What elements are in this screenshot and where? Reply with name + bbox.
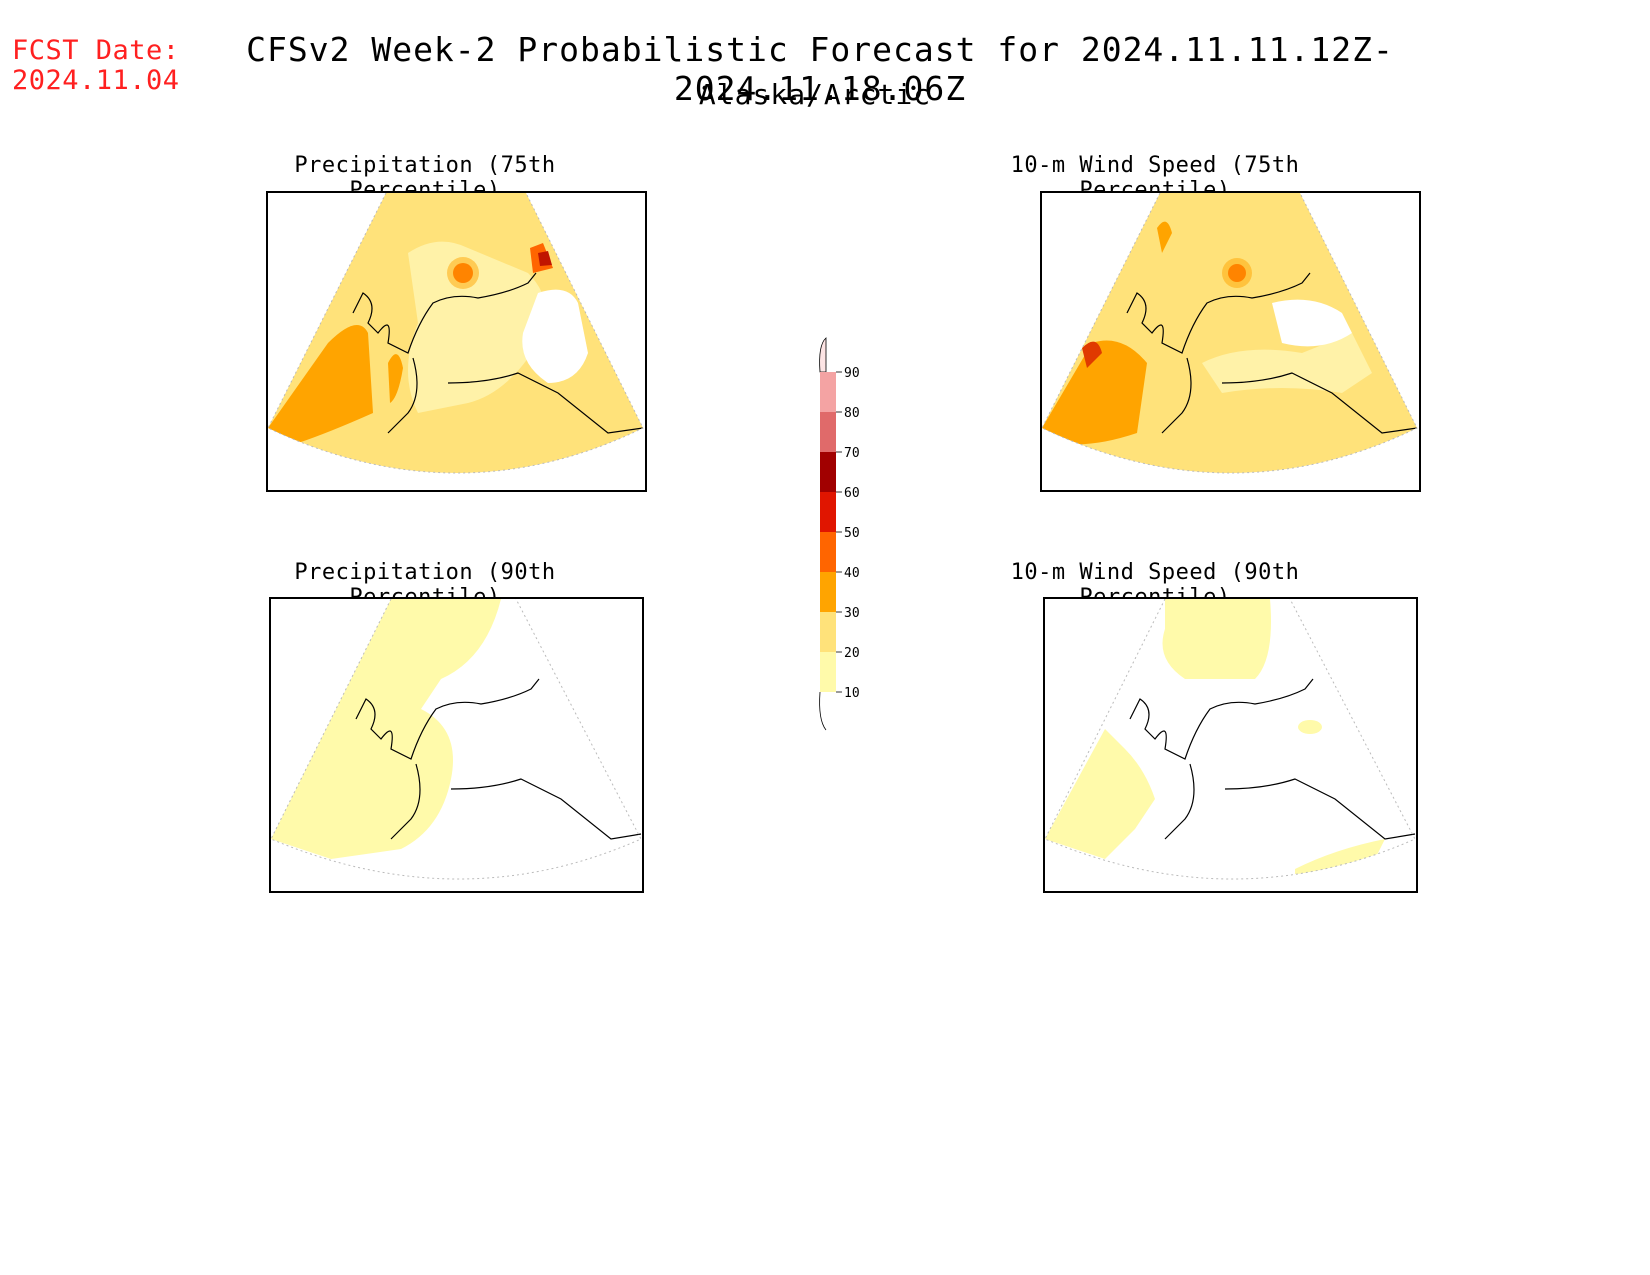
map-frame [268, 193, 644, 474]
panel-title-precip-75: Precipitation (75th Percentile) [294, 153, 556, 203]
shade-10-20 [1295, 839, 1385, 874]
shade-40-50 [1082, 341, 1102, 368]
colorbar-label-30: 30 [844, 606, 860, 621]
shade-none [522, 289, 588, 383]
colorbar-label-20: 20 [844, 646, 860, 661]
region-subtitle: Alaska/Arctic [698, 78, 932, 111]
map-precip-90 [269, 597, 644, 893]
band-30-40 [820, 572, 836, 612]
shade-none [1272, 299, 1352, 347]
shade-30-40 [1222, 258, 1252, 288]
colorbar-label-90: 90 [844, 366, 860, 381]
map-wind-90 [1043, 597, 1418, 893]
colorbar-label-10: 10 [844, 686, 860, 701]
coastline [1129, 678, 1416, 840]
probability-colorbar: 90 80 70 60 50 40 30 20 10 [800, 330, 880, 740]
shade-20-30 [408, 241, 546, 413]
colorbar-label-40: 40 [844, 566, 860, 581]
colorbar-label-50: 50 [844, 526, 860, 541]
band-70-80 [820, 412, 836, 452]
coastline [352, 272, 644, 434]
colorbar-label-70: 70 [844, 446, 860, 461]
colorbar-bottom-cap [819, 691, 827, 731]
shade-10-20 [1045, 729, 1155, 859]
map-precip-75 [266, 191, 647, 492]
map-wind-75 [1040, 191, 1421, 492]
shade-30-40 [268, 325, 373, 443]
band-40-50 [820, 532, 836, 572]
page-title: CFSv2 Week-2 Probabilistic Forecast for … [246, 30, 1394, 108]
forecast-date-value: 2024.11.04 [12, 65, 180, 96]
forecast-date-label: FCST Date: [12, 35, 180, 66]
coastline [1126, 272, 1418, 434]
shade-30-40 [1042, 340, 1147, 445]
map-frame [271, 599, 642, 880]
map-frame [1045, 599, 1416, 880]
shade-10-20 [1162, 599, 1271, 679]
shade-none [1202, 333, 1372, 393]
shade-50-60 [538, 251, 552, 266]
shade-10-20 [271, 599, 501, 859]
shade-30-40 [447, 257, 479, 289]
colorbar-label-80: 80 [844, 406, 860, 421]
band-80-90 [820, 372, 836, 412]
band-60-70 [820, 452, 836, 492]
band-10-20 [820, 652, 836, 692]
band-20-30 [820, 612, 836, 652]
colorbar-top-cap [819, 337, 827, 373]
colorbar-label-60: 60 [844, 486, 860, 501]
coastline [355, 678, 642, 840]
shade-30-40 [388, 354, 403, 403]
shade-30-40 [1157, 221, 1172, 253]
map-frame [1042, 193, 1418, 474]
shade-10-20 [1298, 720, 1322, 734]
band-50-60 [820, 492, 836, 532]
